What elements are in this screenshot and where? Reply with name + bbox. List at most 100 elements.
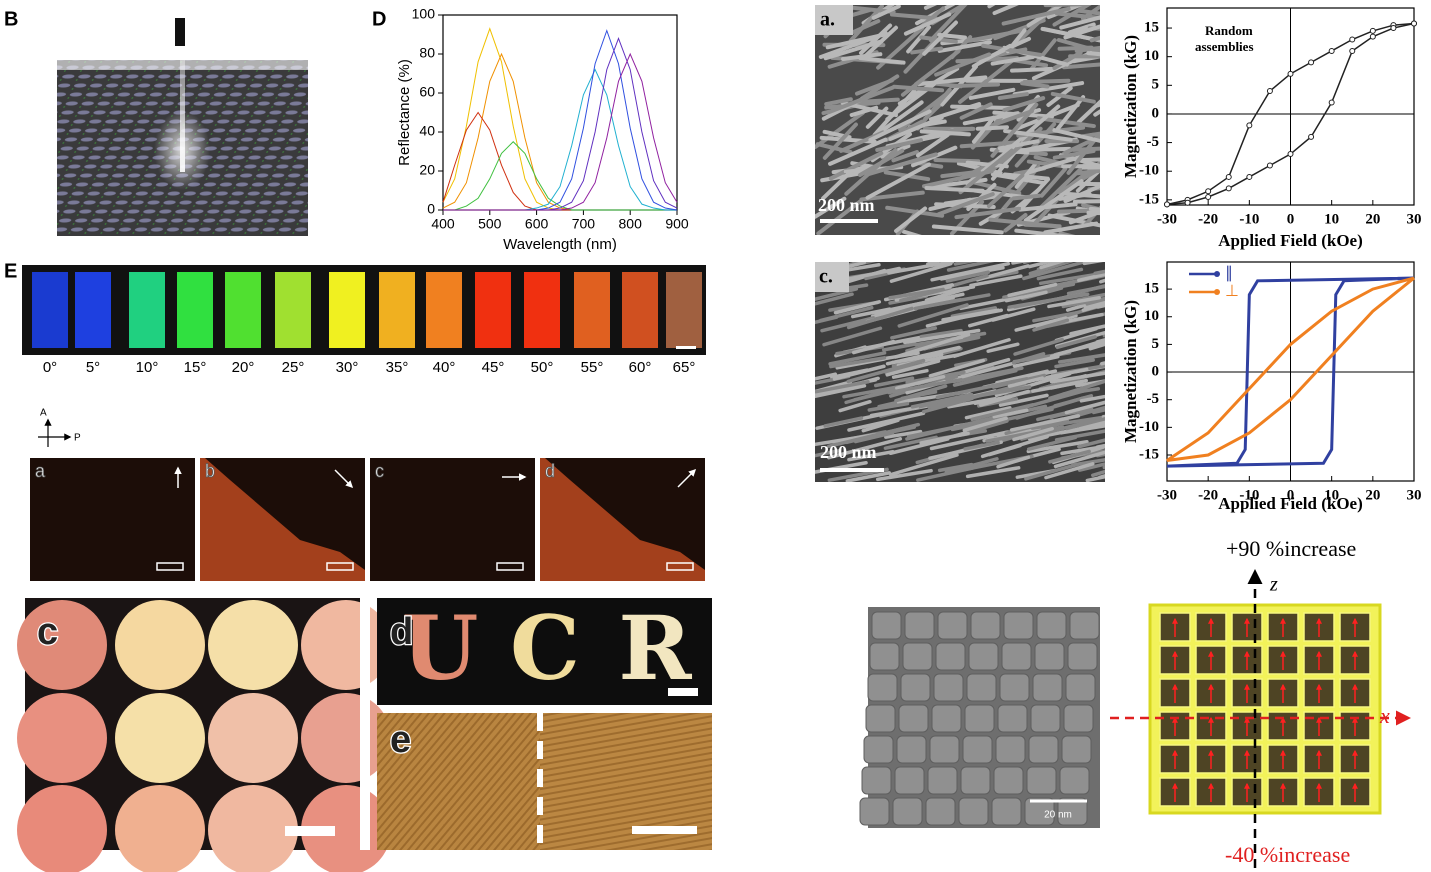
rod — [924, 286, 970, 302]
annotation: Random — [1205, 23, 1253, 38]
rod — [888, 437, 950, 456]
rod — [905, 420, 978, 441]
rod — [930, 262, 1011, 282]
rod — [867, 152, 938, 176]
nanocube — [896, 735, 927, 764]
x-tick-label: -10 — [1239, 487, 1259, 503]
rod — [1014, 228, 1072, 235]
axis-label: x — [1379, 703, 1390, 728]
nanocube — [1065, 673, 1096, 702]
rod — [1048, 449, 1091, 464]
rod — [1009, 414, 1081, 432]
rod — [988, 217, 1057, 229]
nanocube — [968, 642, 999, 671]
legend-label: ∥ — [1225, 265, 1233, 282]
y-tick-label: 20 — [419, 162, 435, 178]
x-tick-label: 800 — [619, 216, 643, 232]
nanocube — [869, 642, 900, 671]
rod — [815, 380, 870, 394]
point — [1349, 36, 1356, 43]
rod — [889, 12, 938, 21]
point — [1287, 70, 1294, 77]
rod — [1011, 352, 1046, 365]
y-tick-label: 10 — [1144, 308, 1159, 324]
rod — [858, 56, 906, 65]
legend-marker — [1214, 271, 1220, 277]
rod — [897, 303, 969, 328]
rod — [1072, 199, 1100, 204]
angle-label: 65° — [673, 359, 696, 376]
rod — [827, 426, 906, 449]
rod — [823, 39, 884, 61]
color-swatch — [426, 272, 462, 348]
nanocube — [931, 704, 962, 733]
rod — [893, 332, 971, 359]
y-axis-label: Magnetization (kG) — [1121, 300, 1140, 443]
micrographs — [30, 458, 705, 581]
color-swatch — [524, 272, 560, 348]
rod — [964, 406, 1012, 420]
nanocube — [865, 704, 896, 733]
nanocube — [1030, 704, 1061, 733]
panel-label: c — [37, 611, 58, 653]
rod — [1054, 358, 1095, 369]
annotation: +90 %increase — [1226, 536, 1356, 561]
x-tick-label: 10 — [1324, 211, 1339, 227]
rod — [889, 262, 953, 283]
color-swatch — [666, 272, 702, 348]
rod — [825, 32, 885, 50]
rod — [1011, 193, 1042, 201]
rod — [858, 97, 900, 104]
nanocube — [859, 797, 890, 826]
panel-label: c — [375, 461, 384, 481]
rod — [917, 75, 988, 87]
point — [1205, 188, 1212, 195]
rod — [1083, 300, 1105, 310]
x-tick-label: 600 — [525, 216, 549, 232]
rod — [1011, 262, 1029, 265]
x-tick-label: -30 — [1157, 211, 1177, 227]
x-tick-label: 500 — [478, 216, 502, 232]
rod — [885, 359, 941, 377]
rod — [982, 109, 1034, 131]
nanocube — [900, 673, 931, 702]
rod — [1081, 203, 1100, 212]
rod — [894, 206, 928, 233]
rod — [968, 313, 1009, 328]
rod — [891, 368, 929, 379]
rod — [1047, 296, 1101, 309]
rod — [997, 427, 1042, 439]
rod — [903, 328, 981, 345]
nanocube — [966, 673, 997, 702]
rod — [1022, 262, 1033, 265]
rod — [867, 401, 910, 412]
rod — [973, 394, 1013, 406]
rod — [1012, 354, 1060, 368]
rod — [1032, 318, 1070, 332]
rod — [1056, 38, 1100, 54]
point — [1369, 27, 1376, 34]
rod — [887, 262, 955, 275]
rod — [887, 377, 963, 395]
point — [1225, 173, 1232, 180]
polarizer-icon — [38, 418, 72, 447]
rod — [986, 173, 1025, 209]
x-tick-label: -20 — [1198, 487, 1218, 503]
color-swatch — [622, 272, 658, 348]
y-tick-label: 5 — [1152, 77, 1160, 93]
rod — [1055, 335, 1097, 350]
y-tick-label: -5 — [1147, 391, 1160, 407]
point — [1308, 133, 1315, 140]
sample-dot — [17, 693, 107, 783]
series-line — [442, 27, 677, 211]
rod — [927, 388, 1005, 409]
rod — [871, 5, 901, 20]
rod — [1081, 165, 1100, 170]
rod — [864, 25, 899, 58]
rod — [965, 160, 1009, 169]
point — [1246, 173, 1253, 180]
legend-marker — [1214, 289, 1220, 295]
rod — [845, 471, 892, 482]
rod — [931, 224, 1004, 235]
axis-label: P — [74, 433, 81, 444]
